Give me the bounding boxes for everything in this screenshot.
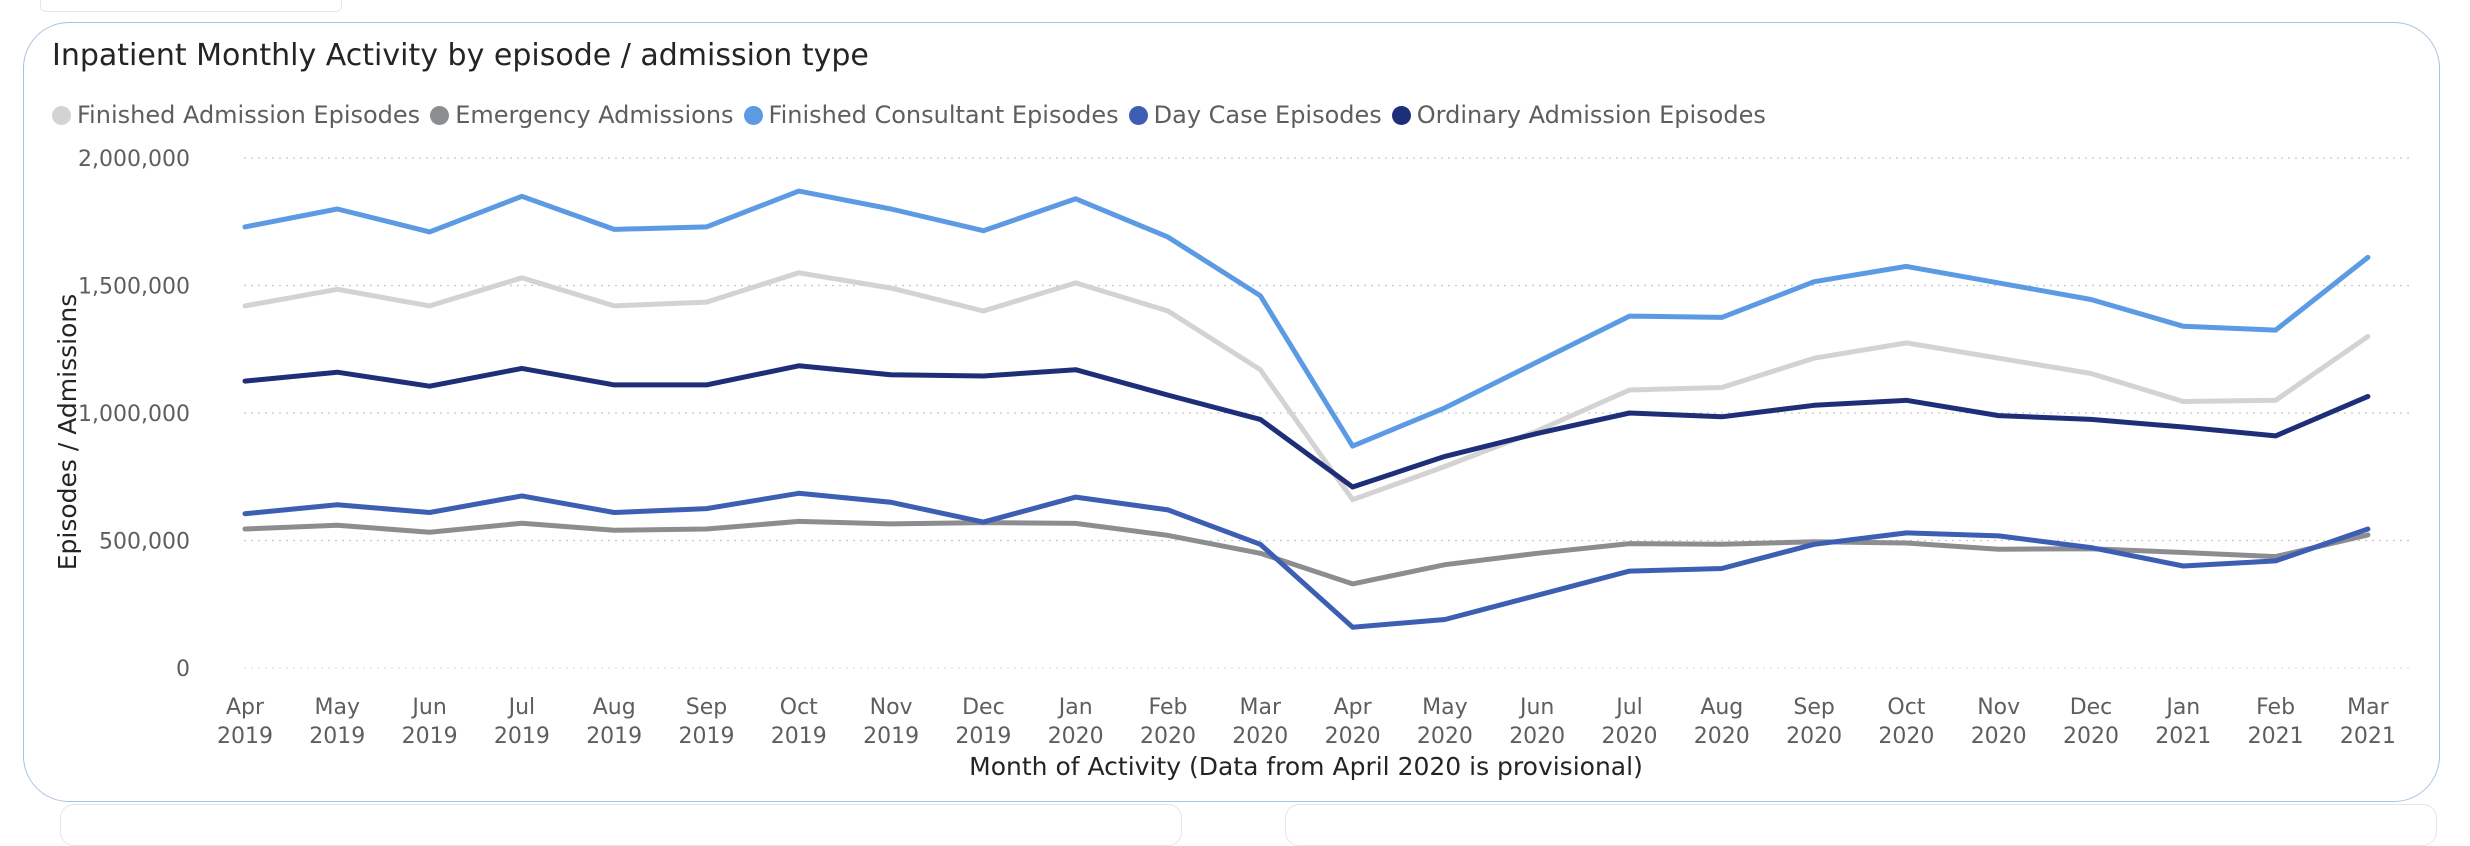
x-tick-month: Nov <box>870 695 913 720</box>
y-tick-label: 1,500,000 <box>78 275 190 300</box>
x-tick-month: Sep <box>686 695 727 720</box>
x-tick-month: Dec <box>962 695 1005 720</box>
x-axis-ticks: Apr 2019 May 2019 Jun 2019 Jul 2019 Aug 2019 Sep 20… <box>217 695 2396 749</box>
x-tick-year: 2021 <box>2248 724 2304 749</box>
legend-label: Ordinary Admission Episodes <box>1416 101 1766 129</box>
x-tick-month: Feb <box>2256 695 2295 720</box>
x-tick-year: 2019 <box>863 724 919 749</box>
x-tick-year: 2020 <box>1786 724 1842 749</box>
x-tick-month: Jan <box>1057 695 1093 720</box>
legend-dot-icon <box>52 105 71 125</box>
x-tick-month: Jan <box>2164 695 2200 720</box>
chart-title: Inpatient Monthly Activity by episode / … <box>52 38 869 73</box>
x-tick-year: 2019 <box>402 724 458 749</box>
x-tick-month: Jun <box>410 695 446 720</box>
x-tick-year: 2020 <box>2063 724 2119 749</box>
x-tick-year: 2020 <box>1232 724 1288 749</box>
x-tick-year: 2019 <box>217 724 273 749</box>
x-tick-year: 2020 <box>1971 724 2027 749</box>
grid-lines <box>244 157 2410 669</box>
series-lines <box>242 188 2371 630</box>
x-tick-year: 2020 <box>1417 724 1473 749</box>
x-tick-year: 2019 <box>955 724 1011 749</box>
x-tick-year: 2020 <box>1602 724 1658 749</box>
legend-item[interactable]: Day Case Episodes <box>1128 101 1382 129</box>
legend-item[interactable]: Finished Admission Episodes <box>52 101 420 129</box>
legend-dot-icon <box>1391 105 1411 125</box>
x-tick-year: 2019 <box>771 724 827 749</box>
x-tick-month: Oct <box>780 695 818 720</box>
x-axis-title: Month of Activity (Data from April 2020 … <box>969 752 1643 781</box>
x-tick-year: 2020 <box>1509 724 1565 749</box>
x-tick-month: Jul <box>1614 695 1643 720</box>
legend-dot-icon <box>430 105 450 125</box>
x-tick-year: 2020 <box>1325 724 1381 749</box>
series-line-finished-admission-episodes[interactable] <box>242 270 2371 503</box>
x-tick-year: 2021 <box>2340 724 2396 749</box>
legend-item[interactable]: Finished Consultant Episodes <box>743 101 1119 129</box>
x-tick-month: Jul <box>507 695 536 720</box>
x-tick-month: Sep <box>1793 695 1834 720</box>
y-tick-label: 500,000 <box>99 530 190 555</box>
x-tick-month: Nov <box>1977 695 2020 720</box>
legend-item[interactable]: Emergency Admissions <box>430 101 734 129</box>
y-tick-label: 2,000,000 <box>78 147 190 172</box>
series-line-day-case-episodes[interactable] <box>242 490 2371 630</box>
x-tick-year: 2019 <box>494 724 550 749</box>
legend-label: Day Case Episodes <box>1153 101 1382 129</box>
x-tick-month: May <box>315 695 360 720</box>
line-chart: 0 500,000 1,000,000 1,500,000 2,000,000 Apr 2… <box>53 147 2410 781</box>
x-tick-year: 2019 <box>309 724 365 749</box>
x-tick-month: Dec <box>2070 695 2113 720</box>
x-tick-month: Feb <box>1149 695 1188 720</box>
x-tick-year: 2020 <box>1694 724 1750 749</box>
x-tick-month: Jun <box>1518 695 1554 720</box>
x-tick-month: Oct <box>1887 695 1925 720</box>
series-line-ordinary-admission-episodes[interactable] <box>242 363 2371 490</box>
x-tick-year: 2019 <box>586 724 642 749</box>
legend-label: Emergency Admissions <box>455 101 734 129</box>
x-tick-month: Mar <box>2347 695 2389 720</box>
legend-label: Finished Admission Episodes <box>77 101 421 129</box>
x-tick-year: 2021 <box>2155 724 2211 749</box>
legend-label: Finished Consultant Episodes <box>768 101 1119 129</box>
y-tick-label: 0 <box>176 657 190 682</box>
x-tick-month: May <box>1422 695 1467 720</box>
x-tick-month: Aug <box>1700 695 1743 720</box>
x-tick-month: Apr <box>226 695 265 720</box>
chart-legend: Finished Admission Episodes Emergency Adm… <box>52 98 1776 132</box>
x-tick-month: Aug <box>593 695 636 720</box>
x-tick-year: 2019 <box>679 724 735 749</box>
x-tick-month: Apr <box>1334 695 1373 720</box>
y-tick-label: 1,000,000 <box>78 402 190 427</box>
x-tick-year: 2020 <box>1048 724 1104 749</box>
legend-dot-icon <box>1128 105 1148 125</box>
y-axis-title: Episodes / Admissions <box>53 294 82 571</box>
background-visual-stub <box>40 0 342 12</box>
x-tick-year: 2020 <box>1878 724 1934 749</box>
x-tick-year: 2020 <box>1140 724 1196 749</box>
legend-dot-icon <box>743 105 763 125</box>
x-tick-month: Mar <box>1240 695 1282 720</box>
series-line-emergency-admissions[interactable] <box>242 518 2371 587</box>
series-line-finished-consultant-episodes[interactable] <box>242 188 2371 449</box>
y-axis-ticks: 0 500,000 1,000,000 1,500,000 2,000,000 <box>78 147 190 682</box>
legend-item[interactable]: Ordinary Admission Episodes <box>1391 101 1766 129</box>
